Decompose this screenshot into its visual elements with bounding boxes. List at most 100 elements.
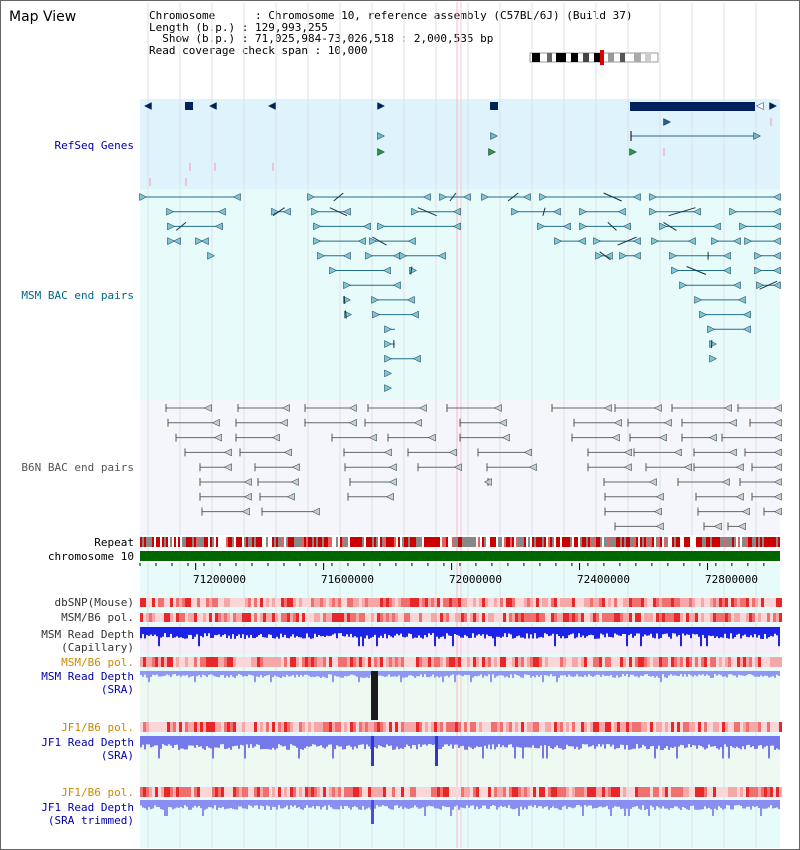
- repeat-segment: [366, 537, 368, 547]
- pol-heat-cell: [557, 787, 560, 797]
- pol-heat-cell: [185, 598, 188, 607]
- track-label-msm-depth-cap[interactable]: MSM Read Depth (Capillary): [10, 628, 134, 654]
- depth-bar: [768, 671, 770, 678]
- pol-heat-cell: [146, 722, 149, 732]
- pol-heat-cell: [371, 598, 374, 607]
- track-label-dbsnp[interactable]: dbSNP(Mouse): [54, 596, 134, 609]
- track-label-msm-b6-pol[interactable]: MSM/B6 pol.: [61, 611, 134, 624]
- pol-heat-cell: [485, 787, 488, 797]
- pol-heat-cell: [479, 787, 482, 797]
- feature-arrow: [754, 266, 763, 275]
- pol-heat-cell: [554, 613, 557, 622]
- repeat-segment: [322, 537, 324, 547]
- depth-bar: [156, 671, 158, 675]
- pol-heat-cell: [275, 787, 278, 797]
- pol-heat-cell: [632, 613, 635, 622]
- pol-heat-cell: [263, 657, 266, 667]
- track-label-jf1-b6-pol-2[interactable]: JF1/B6 pol.: [61, 786, 134, 799]
- depth-bar: [588, 736, 590, 747]
- depth-bar: [400, 627, 402, 634]
- pol-heat-cell: [653, 787, 656, 797]
- pol-heat-cell: [584, 657, 587, 667]
- track-label-jf1-trim[interactable]: JF1 Read Depth (SRA trimmed): [10, 801, 134, 827]
- depth-bar: [276, 800, 278, 810]
- feature-arrow: [773, 418, 782, 427]
- pol-heat-cell: [542, 787, 545, 797]
- depth-bar: [214, 736, 216, 748]
- pol-heat-cell: [605, 722, 608, 732]
- depth-bar: [494, 800, 496, 806]
- chromosome-ideogram[interactable]: [529, 50, 659, 65]
- depth-bar: [316, 800, 318, 806]
- depth-bar: [578, 800, 580, 806]
- track-label-jf1-depth[interactable]: JF1 Read Depth (SRA): [10, 736, 134, 762]
- pol-heat-cell: [224, 787, 227, 797]
- depth-bar: [568, 627, 570, 636]
- depth-bar: [352, 627, 354, 638]
- depth-bar: [294, 627, 296, 638]
- depth-bar: [234, 671, 236, 678]
- pol-heat-cell: [551, 613, 554, 622]
- depth-bar: [208, 627, 210, 634]
- depth-bar: [304, 800, 306, 808]
- track-label-jf1-b6-pol[interactable]: JF1/B6 pol.: [61, 721, 134, 734]
- depth-bar: [450, 627, 452, 637]
- depth-bar: [332, 627, 334, 635]
- depth-bar: [758, 800, 760, 809]
- depth-bar: [204, 627, 206, 634]
- depth-bar: [200, 800, 202, 809]
- pol-heat-cell: [653, 613, 656, 622]
- feature-arrow: [511, 207, 520, 216]
- pol-heat-cell: [323, 787, 326, 797]
- depth-bar: [364, 671, 366, 678]
- pol-heat-cell: [242, 722, 245, 732]
- depth-bar: [324, 671, 326, 678]
- depth-bar: [410, 671, 412, 676]
- depth-bar: [344, 671, 346, 676]
- pol-heat-cell: [158, 613, 161, 622]
- pol-heat-cell: [686, 598, 689, 607]
- depth-bar: [306, 800, 308, 806]
- depth-bar: [460, 800, 462, 808]
- repeat-segment: [586, 537, 588, 547]
- depth-bar: [682, 736, 684, 746]
- depth-bar: [496, 627, 498, 637]
- pol-heat-cell: [698, 657, 701, 667]
- depth-bar: [368, 736, 370, 747]
- depth-bar: [462, 671, 464, 677]
- track-label-chromosome[interactable]: chromosome 10: [47, 550, 134, 563]
- track-label-msm-b6-pol-2[interactable]: MSM/B6 pol.: [61, 656, 134, 669]
- pol-heat-cell: [248, 722, 251, 732]
- depth-bar: [702, 627, 704, 635]
- pol-heat-cell: [461, 657, 464, 667]
- track-label-b6n-bac[interactable]: B6N BAC end pairs: [21, 461, 134, 474]
- depth-spike: [371, 736, 374, 766]
- pol-heat-cell: [539, 613, 542, 622]
- pol-heat-cell: [695, 613, 698, 622]
- pol-heat-cell: [314, 598, 317, 607]
- pol-heat-cell: [602, 787, 605, 797]
- pol-heat-cell: [233, 613, 236, 622]
- depth-bar: [450, 736, 452, 745]
- depth-bar: [248, 800, 250, 806]
- depth-bar: [240, 800, 242, 807]
- feature-arrow: [166, 207, 175, 216]
- track-label-msm-bac[interactable]: MSM BAC end pairs: [21, 289, 134, 302]
- pol-heat-cell: [671, 722, 674, 732]
- pol-heat-cell: [632, 787, 635, 797]
- track-label-refseq[interactable]: RefSeq Genes: [54, 139, 134, 152]
- pol-heat-cell: [749, 657, 752, 667]
- pol-heat-cell: [566, 613, 569, 622]
- depth-bar: [220, 800, 222, 808]
- track-label-msm-depth-sra[interactable]: MSM Read Depth (SRA): [10, 670, 134, 696]
- depth-bar: [154, 800, 156, 806]
- repeat-segment: [514, 537, 516, 547]
- depth-bar: [490, 627, 492, 637]
- depth-bar: [526, 671, 528, 675]
- depth-bar: [216, 736, 218, 748]
- depth-bar: [358, 627, 360, 647]
- depth-bar: [690, 800, 692, 807]
- depth-bar: [642, 800, 644, 806]
- track-label-repeat[interactable]: Repeat: [94, 536, 134, 549]
